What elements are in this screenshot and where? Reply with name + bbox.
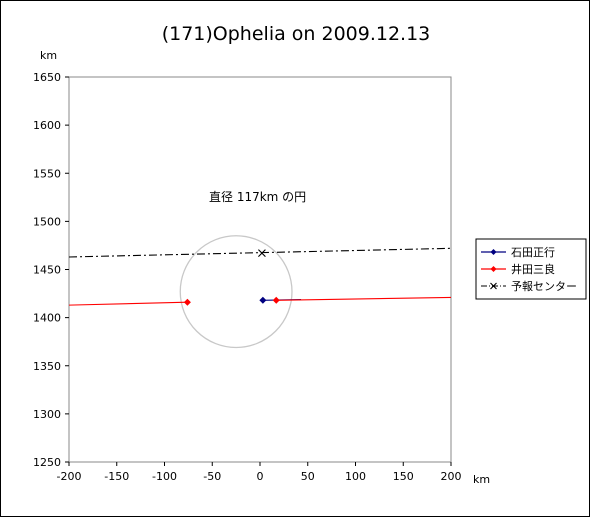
- x-ticks: -200 -150 -100 -50 0 50 100 150 200: [57, 462, 462, 483]
- y-ticks: 1250 1300 1350 1400 1450 1500 1550 1600 1650: [33, 71, 69, 469]
- data-point: [183, 298, 191, 306]
- x-tick-label: 50: [301, 470, 315, 483]
- y-tick-label: 1350: [33, 360, 61, 373]
- y-tick-label: 1550: [33, 167, 61, 180]
- y-tick-label: 1500: [33, 215, 61, 228]
- series-layer: [68, 247, 452, 306]
- chart-title: (171)Ophelia on 2009.12.13: [162, 23, 431, 45]
- data-point: [259, 296, 267, 304]
- x-tick-label: -50: [203, 470, 221, 483]
- series-1: [68, 296, 452, 306]
- y-axis-unit: km: [40, 49, 57, 62]
- legend: 石田正行 井田三良 予報センター: [475, 238, 587, 300]
- legend-marker-forecast: [490, 282, 497, 290]
- x-tick-label: 200: [441, 470, 462, 483]
- legend-marker-ida: [490, 266, 497, 272]
- legend-label-forecast: 予報センター: [511, 280, 577, 293]
- x-tick-label: -100: [152, 470, 177, 483]
- legend-item-ida: 井田三良: [481, 262, 555, 276]
- annotation-text: 直径 117km の円: [209, 190, 306, 204]
- series-line: [276, 296, 452, 301]
- y-tick-label: 1600: [33, 119, 61, 132]
- legend-marker-ishida: [490, 249, 497, 255]
- legend-item-forecast: 予報センター: [481, 280, 577, 293]
- diameter-circle: [179, 235, 293, 349]
- x-tick-label: 0: [257, 470, 264, 483]
- y-tick-label: 1450: [33, 264, 61, 277]
- y-tick-label: 1300: [33, 408, 61, 421]
- legend-label-ida: 井田三良: [511, 262, 555, 276]
- data-point: [258, 249, 266, 258]
- x-tick-label: 150: [393, 470, 414, 483]
- data-point: [272, 296, 280, 304]
- legend-label-ishida: 石田正行: [511, 246, 555, 259]
- x-tick-label: 100: [345, 470, 366, 483]
- series-line: [68, 301, 188, 306]
- y-tick-label: 1650: [33, 71, 61, 84]
- y-tick-label: 1250: [33, 456, 61, 469]
- plot-area: [68, 76, 452, 463]
- y-tick-label: 1400: [33, 312, 61, 325]
- x-tick-label: -150: [104, 470, 129, 483]
- x-tick-label: -200: [57, 470, 82, 483]
- series-2: [68, 247, 452, 258]
- legend-item-ishida: 石田正行: [481, 246, 555, 259]
- x-axis-unit: km: [473, 473, 490, 486]
